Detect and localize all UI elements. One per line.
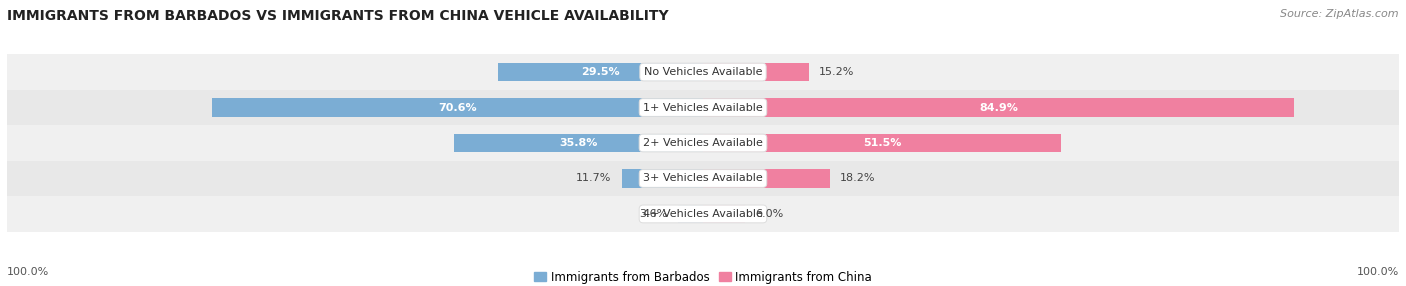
Bar — [621, 169, 703, 188]
Text: 70.6%: 70.6% — [439, 102, 477, 112]
Bar — [7, 90, 1399, 125]
Legend: Immigrants from Barbados, Immigrants from China: Immigrants from Barbados, Immigrants fro… — [534, 271, 872, 283]
Bar — [703, 134, 1062, 152]
Bar — [703, 63, 808, 81]
Bar — [703, 169, 830, 188]
Text: 15.2%: 15.2% — [820, 67, 855, 77]
Bar — [703, 205, 745, 223]
Text: IMMIGRANTS FROM BARBADOS VS IMMIGRANTS FROM CHINA VEHICLE AVAILABILITY: IMMIGRANTS FROM BARBADOS VS IMMIGRANTS F… — [7, 9, 669, 23]
Bar — [454, 134, 703, 152]
Text: 4+ Vehicles Available: 4+ Vehicles Available — [643, 209, 763, 219]
Text: 3+ Vehicles Available: 3+ Vehicles Available — [643, 174, 763, 184]
Bar — [7, 161, 1399, 196]
Text: 84.9%: 84.9% — [979, 102, 1018, 112]
Bar — [7, 196, 1399, 232]
Text: 35.8%: 35.8% — [560, 138, 598, 148]
Bar — [678, 205, 703, 223]
Bar — [703, 98, 1294, 117]
Text: 18.2%: 18.2% — [841, 174, 876, 184]
Text: 11.7%: 11.7% — [575, 174, 612, 184]
Text: Source: ZipAtlas.com: Source: ZipAtlas.com — [1281, 9, 1399, 19]
Text: No Vehicles Available: No Vehicles Available — [644, 67, 762, 77]
Text: 51.5%: 51.5% — [863, 138, 901, 148]
Text: 100.0%: 100.0% — [7, 267, 49, 277]
Text: 3.6%: 3.6% — [640, 209, 668, 219]
Bar — [7, 54, 1399, 90]
Text: 2+ Vehicles Available: 2+ Vehicles Available — [643, 138, 763, 148]
Text: 29.5%: 29.5% — [581, 67, 620, 77]
Text: 6.0%: 6.0% — [755, 209, 783, 219]
Text: 1+ Vehicles Available: 1+ Vehicles Available — [643, 102, 763, 112]
Bar — [212, 98, 703, 117]
Bar — [7, 125, 1399, 161]
Bar — [498, 63, 703, 81]
Text: 100.0%: 100.0% — [1357, 267, 1399, 277]
